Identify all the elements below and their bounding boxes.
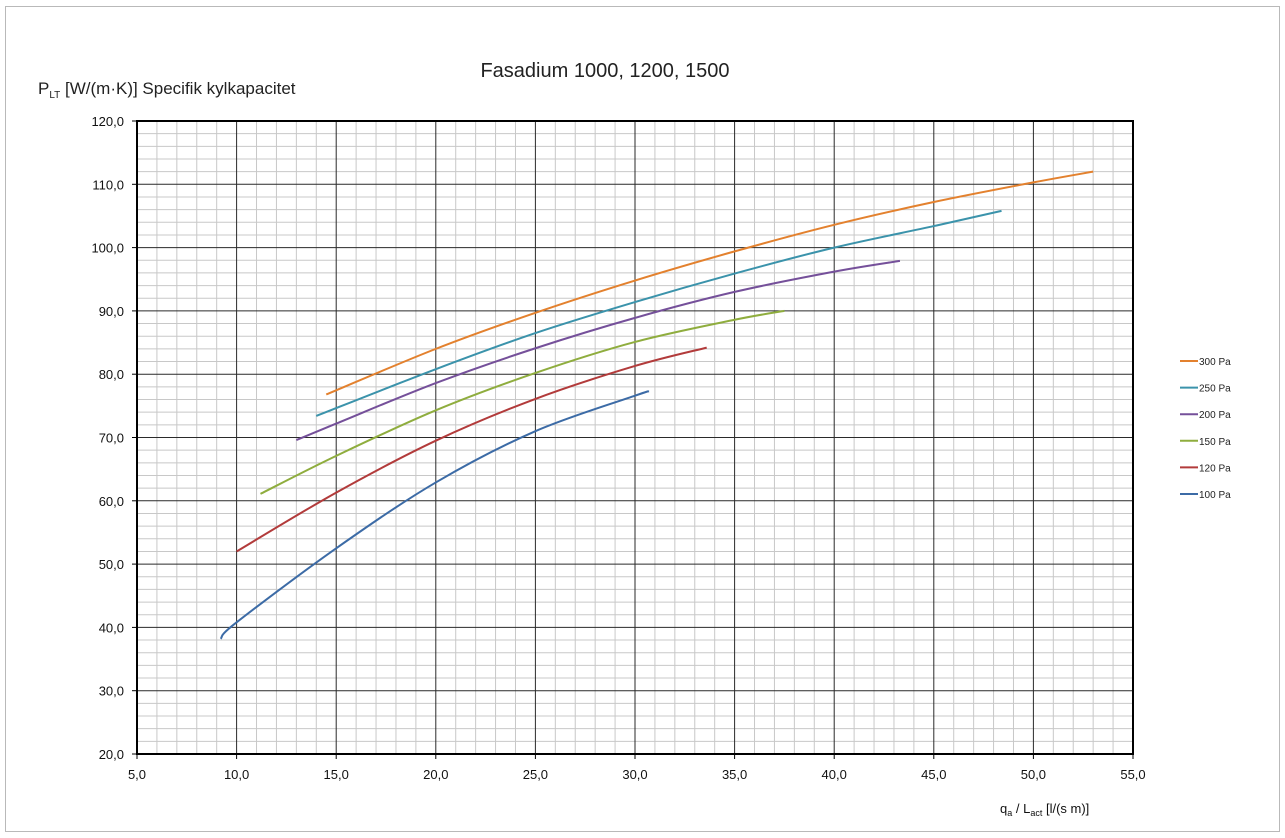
legend-label: 120 Pa xyxy=(1199,463,1231,474)
y-tick-label: 40,0 xyxy=(99,620,124,635)
y-tick-label: 120,0 xyxy=(91,114,124,129)
x-axis-label-separator: / L xyxy=(1012,801,1030,816)
series-line-100-pa xyxy=(219,390,650,640)
chart-frame xyxy=(5,6,1280,832)
legend-label: 250 Pa xyxy=(1199,384,1231,395)
x-tick-label: 25,0 xyxy=(523,767,548,782)
y-tick-label: 90,0 xyxy=(99,304,124,319)
y-tick-label: 100,0 xyxy=(91,241,124,256)
plot-area-border xyxy=(136,120,1134,755)
x-axis-label: qa / Lact [l/(s m)] xyxy=(1000,801,1089,818)
legend-item: 300 Pa xyxy=(1180,357,1231,368)
major-grid xyxy=(136,120,1134,755)
y-axis-label: PLT [W/(m·K)] Specifik kylkapacitet xyxy=(38,79,296,101)
y-tick-label: 80,0 xyxy=(99,367,124,382)
y-tick-label: 110,0 xyxy=(92,177,124,192)
legend-item: 120 Pa xyxy=(1180,463,1231,474)
axes xyxy=(132,120,1134,759)
legend-label: 200 Pa xyxy=(1199,410,1231,421)
y-tick-label: 30,0 xyxy=(99,684,124,699)
y-tick-label: 60,0 xyxy=(99,494,124,509)
series-line-300-pa xyxy=(325,170,1094,396)
series-line-250-pa xyxy=(315,209,1002,417)
legend-item: 250 Pa xyxy=(1180,384,1231,395)
legend-item: 150 Pa xyxy=(1180,437,1231,448)
x-axis-label-q: q xyxy=(1000,801,1007,816)
y-tick-label: 70,0 xyxy=(99,431,124,446)
y-tick-labels: 20,0 30,0 40,0 50,0 60,0 70,0 80,0 90,0 100,0 110… xyxy=(91,114,124,762)
x-tick-label: 50,0 xyxy=(1021,767,1046,782)
series-line-150-pa xyxy=(260,309,785,495)
legend-label: 300 Pa xyxy=(1199,357,1231,368)
y-axis-label-subscript: LT xyxy=(49,90,60,101)
y-tick-label: 50,0 xyxy=(99,557,124,572)
x-axis-label-unit: [l/(s m)] xyxy=(1042,801,1089,816)
x-tick-label: 55,0 xyxy=(1120,767,1145,782)
x-tick-label: 45,0 xyxy=(921,767,946,782)
legend-label: 150 Pa xyxy=(1199,437,1231,448)
x-tick-label: 5,0 xyxy=(128,767,146,782)
legend-label: 100 Pa xyxy=(1199,490,1231,501)
x-tick-label: 10,0 xyxy=(224,767,249,782)
legend-item: 200 Pa xyxy=(1180,410,1231,421)
x-tick-label: 15,0 xyxy=(324,767,349,782)
x-tick-labels: 5,0 10,0 15,0 20,0 25,0 30,0 35,0 40,0 45,0 50,0 5… xyxy=(128,767,1146,782)
series-lines xyxy=(219,170,1094,640)
x-tick-label: 30,0 xyxy=(622,767,647,782)
series-line-200-pa xyxy=(295,259,901,441)
x-axis-label-q-subscript: a xyxy=(1007,808,1012,818)
series-line-120-pa xyxy=(236,346,707,553)
y-axis-label-text: [W/(m·K)] Specifik kylkapacitet xyxy=(60,79,295,98)
y-axis-label-symbol: P xyxy=(38,79,49,98)
chart-title: Fasadium 1000, 1200, 1500 xyxy=(480,60,729,82)
y-tick-label: 20,0 xyxy=(99,747,124,762)
x-tick-label: 35,0 xyxy=(722,767,747,782)
x-axis-label-l-subscript: act xyxy=(1030,808,1043,818)
legend-item: 100 Pa xyxy=(1180,490,1231,501)
x-tick-label: 20,0 xyxy=(423,767,448,782)
x-tick-label: 40,0 xyxy=(822,767,847,782)
legend: 300 Pa 250 Pa 200 Pa 150 Pa 120 Pa 100 Pa xyxy=(1180,357,1231,501)
